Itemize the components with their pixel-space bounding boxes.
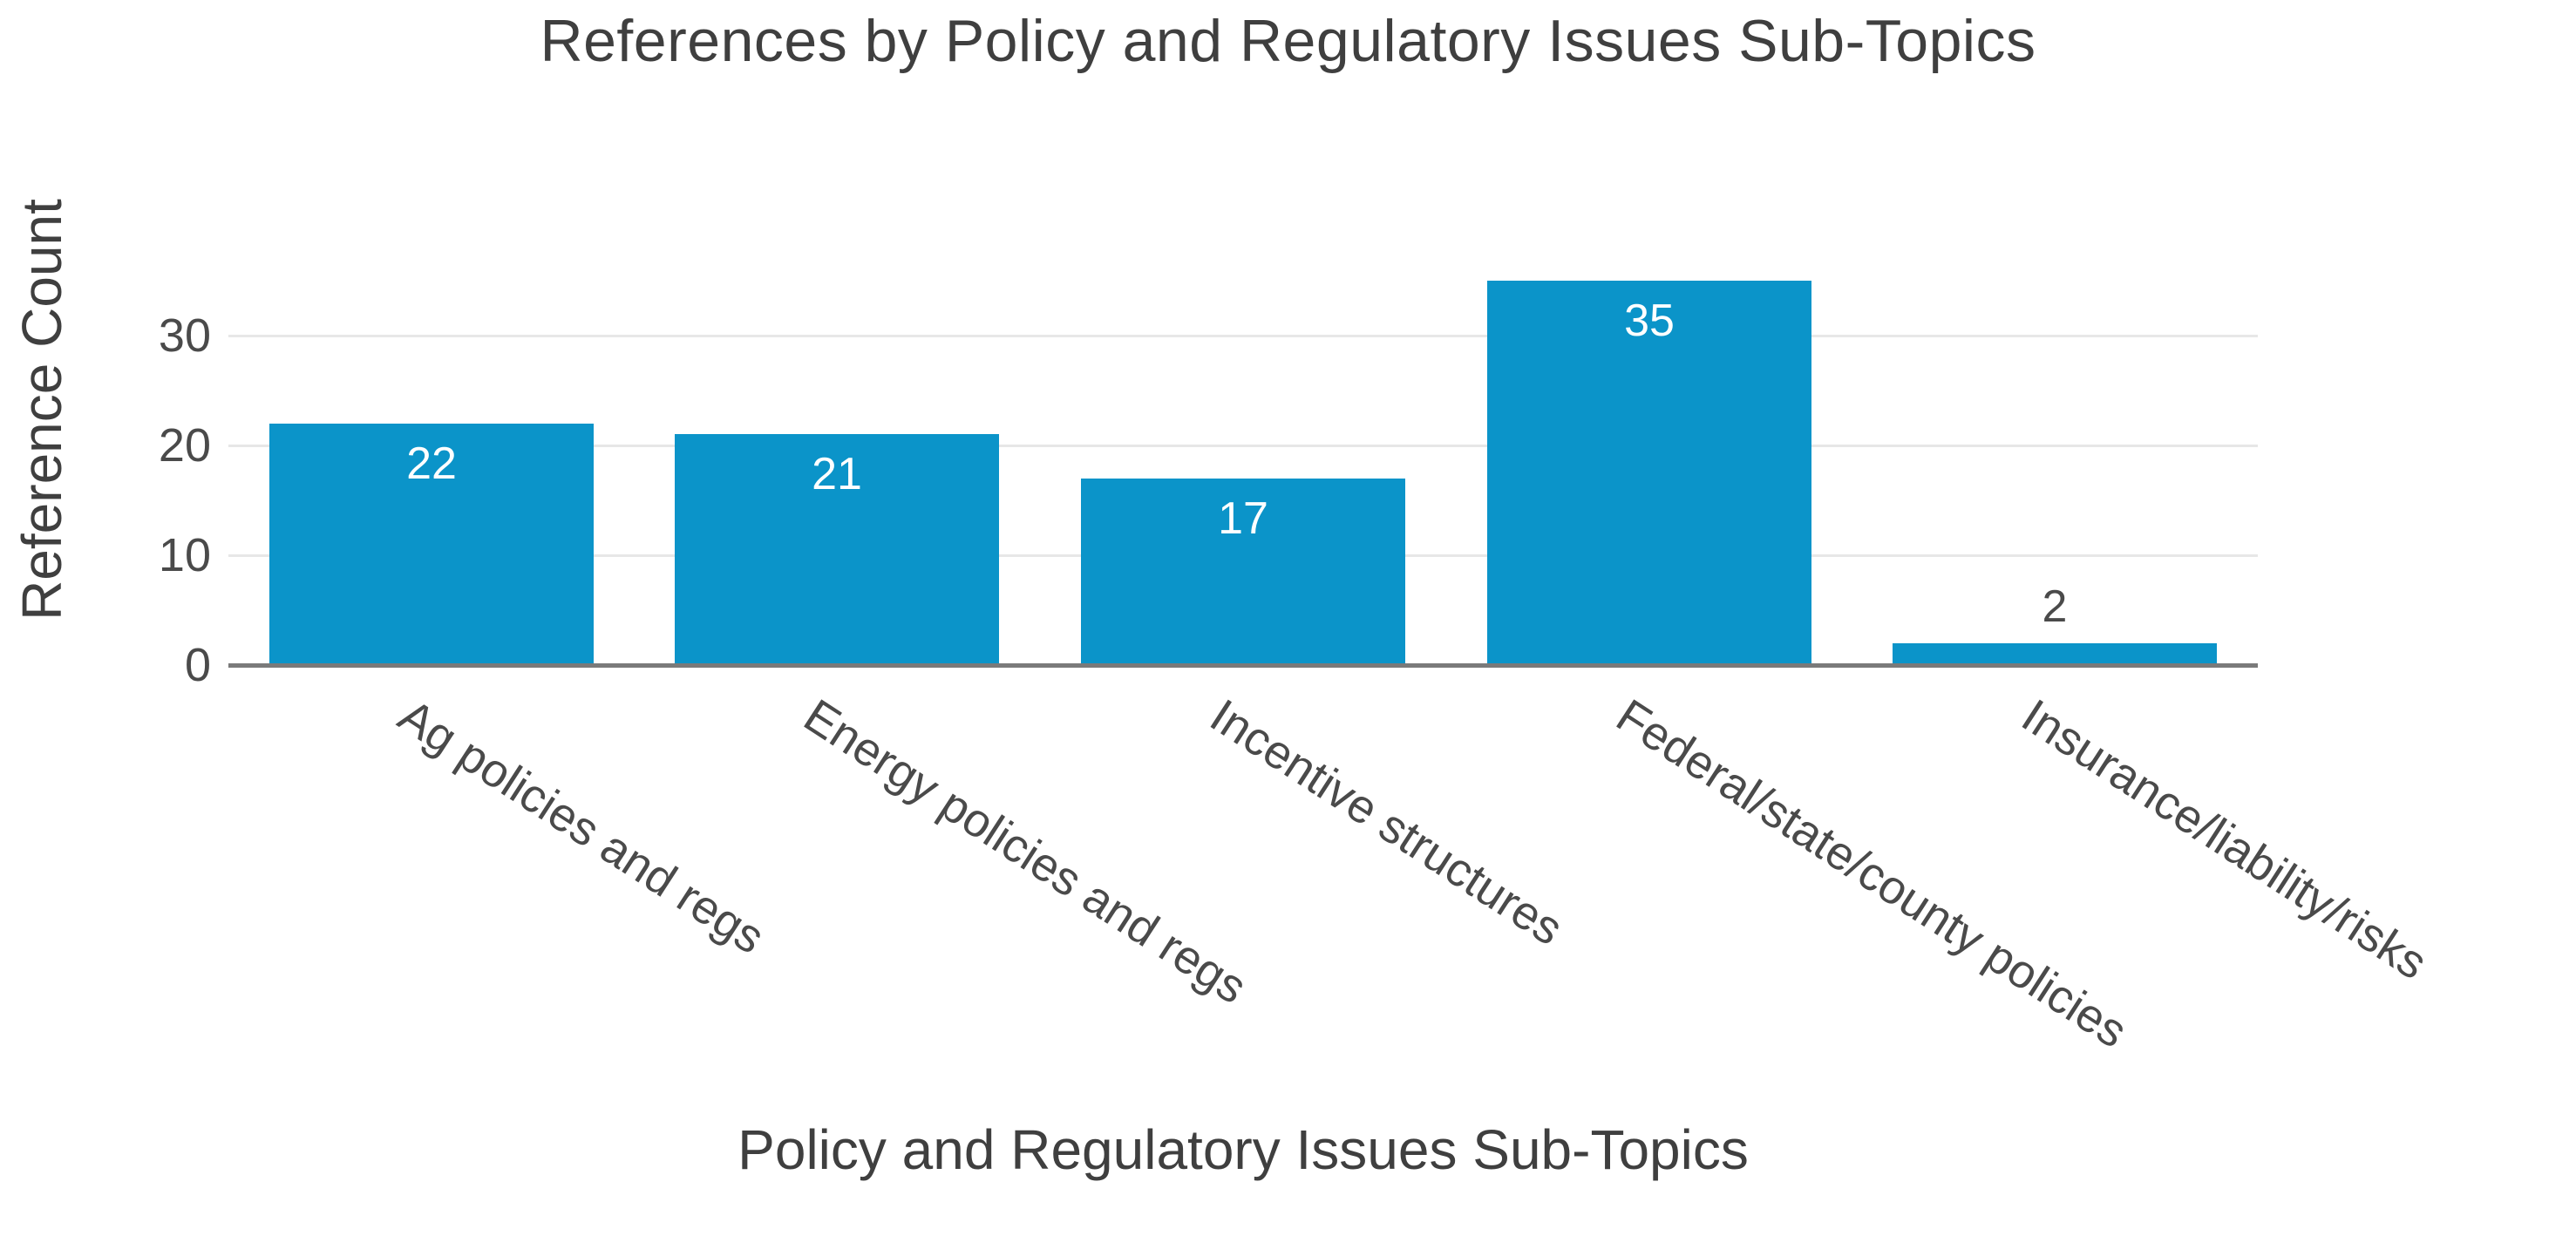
y-tick-label: 0	[184, 639, 211, 691]
bar-value-label: 35	[1624, 295, 1675, 346]
x-tick-label: Incentive structures	[1200, 689, 1573, 956]
x-tick-label: Insurance/liability/risks	[2012, 689, 2437, 990]
bar-value-label: 2	[2042, 581, 2068, 632]
y-tick-label: 30	[158, 309, 211, 362]
x-axis-title: Policy and Regulatory Issues Sub-Topics	[737, 1118, 1749, 1181]
gridline-y-20	[228, 445, 2258, 447]
bar-0	[269, 424, 594, 665]
chart-title: References by Policy and Regulatory Issu…	[540, 8, 2036, 74]
bar-4	[1893, 643, 2217, 665]
bar-value-label: 17	[1218, 493, 1268, 544]
bar-3	[1487, 281, 1811, 665]
gridline-y-30	[228, 335, 2258, 337]
y-tick-label: 20	[158, 419, 211, 472]
bar-2	[1081, 479, 1405, 665]
x-tick-label: Ag policies and regs	[389, 689, 774, 965]
y-tick-label: 10	[158, 529, 211, 581]
bar-1	[675, 434, 999, 665]
x-tick-label: Energy policies and regs	[794, 689, 1256, 1015]
bar-value-label: 22	[406, 438, 457, 489]
x-axis-line	[228, 663, 2258, 668]
bar-value-label: 21	[812, 449, 862, 499]
